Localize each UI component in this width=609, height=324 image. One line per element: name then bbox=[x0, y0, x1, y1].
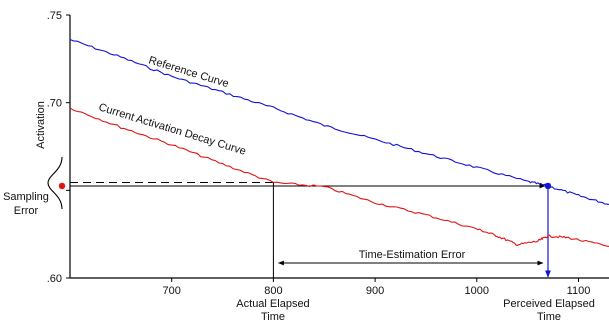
y-axis-title: Activation bbox=[35, 101, 47, 149]
sampling-error-label-line1: Sampling bbox=[3, 191, 49, 203]
y-tick-label-0.75: .75 bbox=[47, 10, 62, 22]
series-line-1 bbox=[69, 107, 609, 247]
x-tick-label-900: 900 bbox=[366, 285, 384, 297]
guide-lines bbox=[70, 181, 551, 278]
x-tick-label-800: 800 bbox=[264, 285, 282, 297]
time-estimation-error-label: Time-Estimation Error bbox=[359, 249, 466, 261]
markers bbox=[47, 156, 552, 209]
x-tick-label-700: 700 bbox=[163, 285, 181, 297]
decay-curve-label: Current Activation Decay Curve bbox=[97, 101, 247, 157]
axes bbox=[69, 15, 609, 279]
x-tick-label-1100: 1100 bbox=[567, 285, 591, 297]
x-tick-label-1000: 1000 bbox=[465, 285, 489, 297]
y-tick-label-0.6: .60 bbox=[47, 273, 62, 285]
reference-curve-label: Reference Curve bbox=[147, 54, 230, 90]
sampling-point bbox=[58, 182, 66, 190]
perceived-elapsed-label-line2: Time bbox=[537, 311, 561, 323]
series-group bbox=[69, 38, 609, 247]
sampling-distribution bbox=[47, 156, 63, 209]
ticks: 700 800 900 1000 1100 .60 .70 .75 bbox=[47, 10, 591, 297]
perceived-point bbox=[544, 182, 552, 190]
actual-elapsed-label-line2: Time bbox=[261, 311, 285, 323]
perceived-elapsed-label-line1: Perceived Elapsed bbox=[503, 298, 595, 310]
actual-elapsed-label-line1: Actual Elapsed bbox=[236, 298, 309, 310]
y-tick-label-0.7: .70 bbox=[47, 98, 62, 110]
sampling-error-label-line2: Error bbox=[14, 205, 39, 217]
